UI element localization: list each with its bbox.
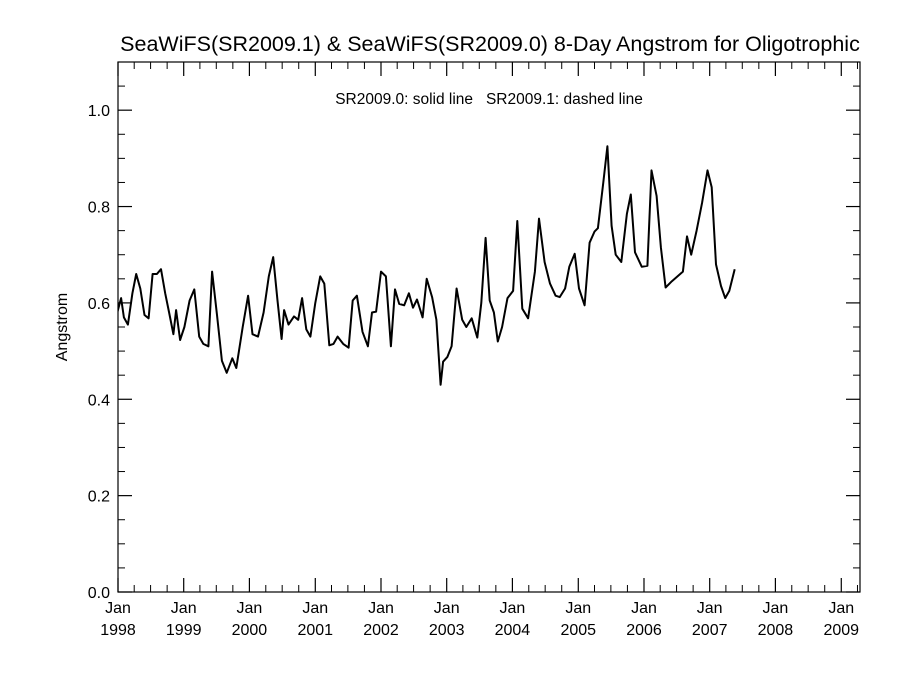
x-tick-month: Jan — [565, 600, 591, 617]
x-tick-month: Jan — [500, 600, 526, 617]
x-tick-year: 2009 — [823, 622, 859, 639]
x-tick-year: 2005 — [560, 622, 596, 639]
x-tick-month: Jan — [762, 600, 788, 617]
x-tick-year: 2002 — [363, 622, 399, 639]
y-tick-label: 0.4 — [88, 392, 110, 409]
x-tick-month: Jan — [302, 600, 328, 617]
y-tick-label: 0.6 — [88, 296, 110, 313]
series-annotation: SR2009.0: solid line SR2009.1: dashed li… — [335, 91, 643, 108]
x-tick-month: Jan — [434, 600, 460, 617]
series-group — [118, 145, 736, 386]
x-tick-year: 2000 — [232, 622, 268, 639]
y-tick-label: 0.0 — [88, 585, 110, 602]
x-tick-month: Jan — [237, 600, 263, 617]
x-tick-month: Jan — [828, 600, 854, 617]
y-axis-label: Angstrom — [54, 293, 71, 361]
plot-frame — [117, 61, 861, 593]
y-tick-label: 0.2 — [88, 489, 110, 506]
x-tick-year: 2007 — [692, 622, 728, 639]
x-tick-year: 2006 — [626, 622, 662, 639]
x-tick-month: Jan — [368, 600, 394, 617]
x-tick-year: 2008 — [758, 622, 794, 639]
x-tick-year: 1998 — [100, 622, 136, 639]
x-axis: Jan 1998 Jan 1999 Jan 2000 Jan 2001 Jan 2002 Jan 20… — [100, 62, 859, 639]
chart-title: SeaWiFS(SR2009.1) & SeaWiFS(SR2009.0) 8-… — [120, 32, 860, 56]
y-tick-label: 1.0 — [88, 103, 110, 120]
x-tick-year: 2003 — [429, 622, 465, 639]
series-line-solid — [118, 145, 736, 386]
x-tick-month: Jan — [105, 600, 131, 617]
x-tick-month: Jan — [171, 600, 197, 617]
x-tick-month: Jan — [631, 600, 657, 617]
x-tick-year: 1999 — [166, 622, 202, 639]
x-tick-year: 2001 — [297, 622, 333, 639]
x-tick-month: Jan — [697, 600, 723, 617]
y-tick-label: 0.8 — [88, 200, 110, 217]
x-tick-year: 2004 — [495, 622, 531, 639]
